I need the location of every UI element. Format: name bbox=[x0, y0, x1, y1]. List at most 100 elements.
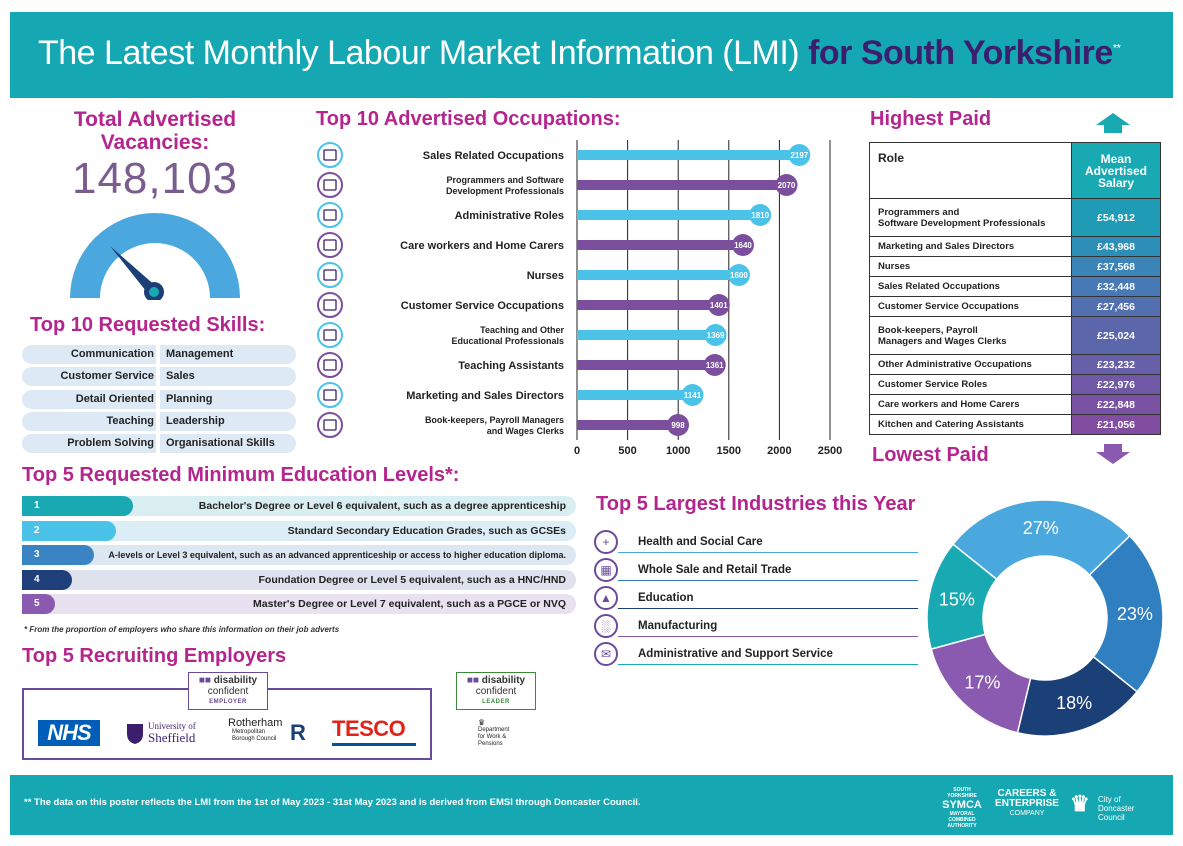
nurse-icon bbox=[317, 262, 343, 288]
slice-label: 23% bbox=[1117, 604, 1153, 624]
plus-icon: + bbox=[594, 530, 618, 554]
category-label: Teaching Assistants bbox=[458, 360, 564, 372]
education-bar-track bbox=[22, 569, 576, 590]
bar bbox=[577, 390, 693, 400]
role-label: Marketing and Sales Directors bbox=[878, 241, 1015, 252]
occupations-title: Top 10 Advertised Occupations: bbox=[316, 108, 621, 130]
donut-slice bbox=[1088, 534, 1164, 693]
vacancies-value: 148,103 bbox=[71, 154, 239, 203]
education-bar bbox=[22, 545, 95, 565]
category-label: Development Professionals bbox=[446, 186, 564, 196]
education-row: 4 Foundation Degree or Level 5 equivalent… bbox=[22, 569, 576, 590]
role-label: Customer Service Occupations bbox=[878, 301, 1019, 312]
bar bbox=[577, 360, 715, 370]
salary-value: £22,976 bbox=[1071, 374, 1161, 395]
category-label: Care workers and Home Carers bbox=[400, 240, 564, 252]
bar bbox=[577, 150, 800, 160]
bar bbox=[577, 300, 719, 310]
bar bbox=[577, 270, 739, 280]
x-tick-label: 1500 bbox=[717, 445, 741, 456]
role-label: Book-keepers, Payroll bbox=[878, 324, 978, 336]
value-label: 1369 bbox=[707, 331, 725, 340]
tesco-logo: TESCO bbox=[332, 716, 418, 746]
title-main: The Latest Monthly Labour Market Informa… bbox=[38, 34, 800, 72]
industry-row: + Health and Social Care bbox=[594, 530, 924, 554]
industry-row: ✉ Administrative and Support Service bbox=[594, 642, 924, 666]
role-cell: Sales Related Occupations bbox=[869, 276, 1072, 297]
skill-label: Teaching bbox=[22, 411, 156, 431]
presentation-icon bbox=[317, 382, 343, 408]
category-label: Sales Related Occupations bbox=[423, 150, 564, 162]
education-bar bbox=[22, 594, 56, 614]
value-label: 1640 bbox=[734, 241, 752, 250]
value-label: 2197 bbox=[790, 151, 808, 160]
category-label: Book-keepers, Payroll Managers bbox=[425, 415, 564, 425]
industry-label: Administrative and Support Service bbox=[638, 648, 833, 660]
group-icon bbox=[317, 352, 343, 378]
r-mark-icon: R bbox=[290, 720, 306, 745]
salary-row: Customer Service Occupations £27,456 bbox=[869, 296, 1161, 317]
crest-icon: ♛ bbox=[478, 718, 486, 727]
bar bbox=[577, 420, 678, 430]
role-header: Role bbox=[869, 142, 1072, 199]
role-cell: Marketing and Sales Directors bbox=[869, 236, 1072, 257]
skill-label: Detail Oriented bbox=[22, 389, 156, 409]
industry-row: ▲ Education bbox=[594, 586, 924, 610]
education-bar bbox=[22, 569, 72, 590]
value-bubble bbox=[704, 324, 727, 346]
role-label: Sales Related Occupations bbox=[878, 281, 1000, 292]
value-bubble bbox=[681, 384, 704, 406]
role-label: Care workers and Home Carers bbox=[878, 399, 1020, 410]
dwp-logo: ♛ Department for Work & Pensions bbox=[478, 718, 538, 754]
page-title: The Latest Monthly Labour Market Informa… bbox=[38, 34, 1121, 73]
employers-title: Top 5 Recruiting Employers bbox=[22, 645, 287, 667]
education-bar-track bbox=[22, 496, 576, 516]
role-cell: Customer Service Occupations bbox=[869, 296, 1072, 317]
industry-underline bbox=[618, 580, 918, 581]
education-bar bbox=[22, 496, 133, 516]
value-bubble bbox=[731, 234, 754, 256]
salary-value: £23,232 bbox=[1071, 354, 1161, 375]
skill-label: Sales bbox=[160, 367, 296, 387]
category-label: Nurses bbox=[527, 270, 564, 282]
salary-value: £37,568 bbox=[1071, 256, 1161, 277]
disability-confident-employer-badge: ■■ disability confident EMPLOYER bbox=[188, 672, 268, 710]
education-rank: 1 bbox=[34, 500, 40, 511]
value-bubble bbox=[703, 354, 726, 376]
industry-row: ▦ Whole Sale and Retail Trade bbox=[594, 558, 924, 582]
education-rank: 3 bbox=[34, 549, 40, 560]
category-label: Educational Professionals bbox=[451, 336, 564, 346]
education-rank: 2 bbox=[34, 524, 40, 536]
salary-row: Nurses £37,568 bbox=[869, 256, 1161, 277]
x-tick-label: 2500 bbox=[818, 445, 842, 456]
role-cell: Book-keepers, Payroll Managers and Wages … bbox=[869, 316, 1072, 355]
role-cell: Other Administrative Occupations bbox=[869, 354, 1072, 375]
skill-label: Planning bbox=[160, 389, 296, 409]
education-row: 5 Master's Degree or Level 7 equivalent, … bbox=[22, 594, 576, 614]
mail-icon bbox=[317, 202, 343, 228]
industry-underline bbox=[618, 636, 918, 637]
role-cell: Programmers and Software Development Prof… bbox=[869, 198, 1072, 237]
heart-hand-icon bbox=[317, 232, 343, 258]
industry-row: ░ Manufacturing bbox=[594, 614, 924, 638]
value-label: 1401 bbox=[710, 301, 728, 310]
industry-label: Health and Social Care bbox=[638, 536, 763, 548]
role-cell: Care workers and Home Carers bbox=[869, 394, 1072, 415]
education-label: Foundation Degree or Level 5 equivalent,… bbox=[258, 573, 566, 586]
arrow-down-icon bbox=[1096, 444, 1130, 464]
value-label: 1141 bbox=[684, 391, 702, 400]
category-label: and Wages Clerks bbox=[487, 426, 564, 436]
education-bar-track bbox=[22, 594, 576, 614]
salary-row: Book-keepers, Payroll Managers and Wages … bbox=[869, 316, 1161, 355]
salary-value: £25,024 bbox=[1071, 316, 1161, 355]
crest-icon bbox=[127, 724, 143, 744]
occupations-chart: 0 500 1000 1500 2000 2500 Sales Related Occupa… bbox=[317, 140, 842, 456]
value-bubble bbox=[775, 174, 798, 196]
industry-underline bbox=[618, 664, 918, 665]
education-label: Bachelor's Degree or Level 6 equivalent,… bbox=[198, 500, 566, 512]
salary-value: £43,968 bbox=[1071, 236, 1161, 257]
education-bar bbox=[22, 520, 117, 541]
document-icon bbox=[317, 412, 343, 438]
title-mark: ** bbox=[1112, 42, 1121, 55]
skill-row: Problem Solving Organisational Skills bbox=[22, 434, 296, 454]
